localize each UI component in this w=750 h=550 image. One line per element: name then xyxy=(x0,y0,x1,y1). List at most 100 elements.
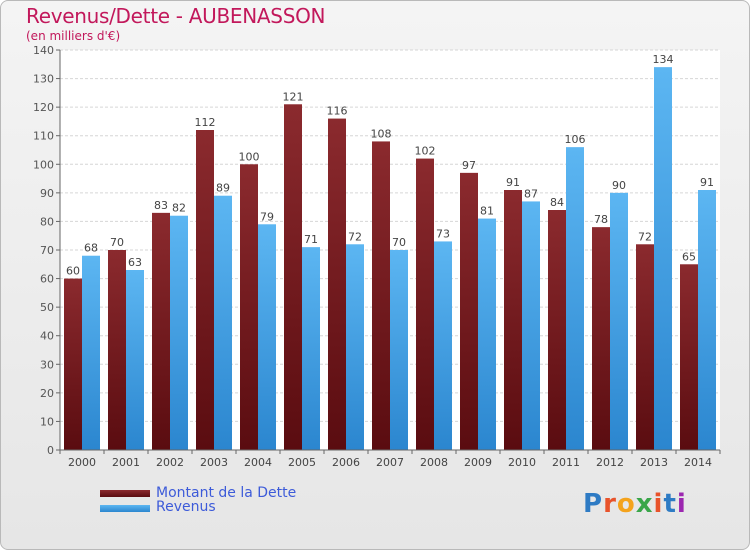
data-label-debt-2014: 65 xyxy=(682,250,696,263)
bar-revenue-2013 xyxy=(654,67,672,451)
data-label-debt-2007: 108 xyxy=(371,127,392,140)
proxiti-logo: Proxiti xyxy=(583,489,687,519)
bar-revenue-2000 xyxy=(82,255,100,450)
data-label-revenue-2010: 87 xyxy=(524,187,538,200)
y-tick-label: 110 xyxy=(33,130,54,143)
legend-swatch-revenue xyxy=(100,505,150,512)
data-label-debt-2013: 72 xyxy=(638,230,652,243)
y-tick-label: 70 xyxy=(40,244,54,257)
data-label-revenue-2000: 68 xyxy=(84,242,98,255)
y-tick-label: 10 xyxy=(40,415,54,428)
bar-revenue-2012 xyxy=(610,192,628,450)
y-tick-label: 100 xyxy=(33,158,54,171)
data-label-debt-2001: 70 xyxy=(110,236,124,249)
y-tick-label: 130 xyxy=(33,73,54,86)
data-label-debt-2000: 60 xyxy=(66,265,80,278)
bar-debt-2003 xyxy=(196,130,214,450)
x-tick-label: 2000 xyxy=(68,456,96,469)
data-label-revenue-2003: 89 xyxy=(216,182,230,195)
y-tick-label: 120 xyxy=(33,101,54,114)
data-label-debt-2010: 91 xyxy=(506,176,520,189)
data-label-debt-2008: 102 xyxy=(415,145,436,158)
data-label-revenue-2005: 71 xyxy=(304,233,318,246)
y-tick-label: 50 xyxy=(40,301,54,314)
data-label-revenue-2001: 63 xyxy=(128,256,142,269)
y-tick-label: 20 xyxy=(40,387,54,400)
data-label-debt-2005: 121 xyxy=(283,90,304,103)
bar-debt-2011 xyxy=(548,210,566,450)
x-tick-label: 2012 xyxy=(596,456,624,469)
data-label-revenue-2007: 70 xyxy=(392,236,406,249)
bar-debt-2013 xyxy=(636,244,654,450)
bar-revenue-2005 xyxy=(302,247,320,450)
bar-revenue-2002 xyxy=(170,215,188,450)
data-label-revenue-2006: 72 xyxy=(348,230,362,243)
data-label-debt-2003: 112 xyxy=(195,116,216,129)
bar-revenue-2006 xyxy=(346,244,364,450)
bar-revenue-2001 xyxy=(126,270,144,450)
bar-revenue-2004 xyxy=(258,224,276,450)
x-tick-label: 2008 xyxy=(420,456,448,469)
logo-letter: P xyxy=(583,489,604,519)
x-tick-label: 2009 xyxy=(464,456,492,469)
bar-revenue-2011 xyxy=(566,147,584,450)
data-label-debt-2004: 100 xyxy=(239,150,260,163)
logo-letter: x xyxy=(635,489,654,519)
bar-debt-2007 xyxy=(372,141,390,450)
x-tick-label: 2005 xyxy=(288,456,316,469)
legend-label-revenue: Revenus xyxy=(156,499,216,515)
legend-label-debt: Montant de la Dette xyxy=(156,485,297,501)
x-tick-label: 2002 xyxy=(156,456,184,469)
data-label-debt-2002: 83 xyxy=(154,199,168,212)
bar-debt-2005 xyxy=(284,104,302,451)
data-label-revenue-2008: 73 xyxy=(436,227,450,240)
x-tick-label: 2013 xyxy=(640,456,668,469)
logo-letter: o xyxy=(616,489,636,519)
bar-revenue-2009 xyxy=(478,218,496,450)
x-tick-label: 2003 xyxy=(200,456,228,469)
bar-revenue-2010 xyxy=(522,201,540,450)
data-label-revenue-2013: 134 xyxy=(653,53,674,66)
y-tick-label: 60 xyxy=(40,273,54,286)
data-label-revenue-2011: 106 xyxy=(565,133,586,146)
data-label-debt-2011: 84 xyxy=(550,196,564,209)
legend-swatch-debt xyxy=(100,490,150,497)
bar-debt-2014 xyxy=(680,264,698,450)
bar-debt-2006 xyxy=(328,118,346,451)
y-tick-label: 140 xyxy=(33,44,54,57)
data-label-debt-2009: 97 xyxy=(462,159,476,172)
bar-debt-2008 xyxy=(416,158,434,451)
x-tick-label: 2014 xyxy=(684,456,712,469)
x-tick-label: 2007 xyxy=(376,456,404,469)
chart-subtitle: (en milliers d'€) xyxy=(26,29,121,43)
data-label-revenue-2004: 79 xyxy=(260,210,274,223)
y-tick-label: 30 xyxy=(40,358,54,371)
y-tick-label: 80 xyxy=(40,215,54,228)
data-label-revenue-2002: 82 xyxy=(172,202,186,215)
logo-letter: i xyxy=(676,489,687,519)
bar-revenue-2003 xyxy=(214,195,232,450)
bar-debt-2002 xyxy=(152,212,170,450)
bar-debt-2001 xyxy=(108,250,126,450)
bar-debt-2012 xyxy=(592,227,610,450)
bar-debt-2004 xyxy=(240,164,258,451)
data-label-revenue-2014: 91 xyxy=(700,176,714,189)
bar-debt-2000 xyxy=(64,278,82,450)
logo-letter: r xyxy=(603,489,617,519)
y-tick-label: 0 xyxy=(47,444,54,457)
logo-letter: t xyxy=(663,489,677,519)
data-label-revenue-2009: 81 xyxy=(480,205,494,218)
data-label-debt-2012: 78 xyxy=(594,213,608,226)
bar-revenue-2008 xyxy=(434,241,452,450)
logo-letter: i xyxy=(653,489,664,519)
x-tick-label: 2006 xyxy=(332,456,360,469)
x-tick-label: 2010 xyxy=(508,456,536,469)
data-label-debt-2006: 116 xyxy=(327,105,348,118)
y-tick-label: 90 xyxy=(40,187,54,200)
bar-revenue-2014 xyxy=(698,190,716,450)
y-tick-label: 40 xyxy=(40,330,54,343)
chart-title: Revenus/Dette - AUBENASSON xyxy=(26,4,326,28)
bar-debt-2009 xyxy=(460,172,478,450)
x-tick-label: 2011 xyxy=(552,456,580,469)
